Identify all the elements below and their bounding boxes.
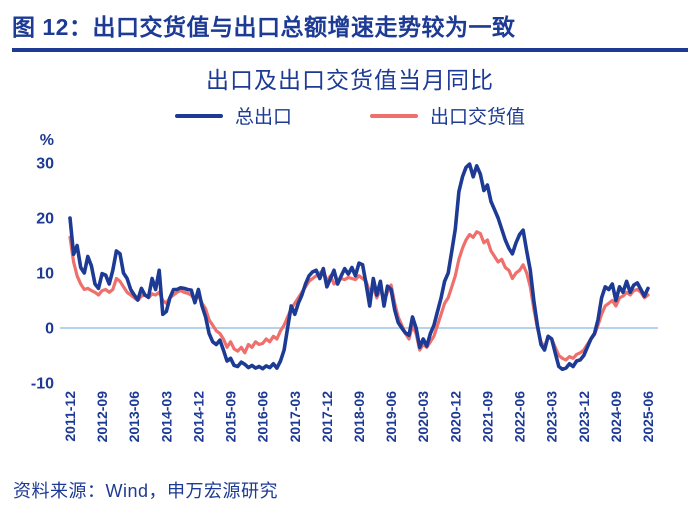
x-tick-label: 2017-03: [287, 391, 303, 443]
x-tick-label: 2021-09: [479, 391, 495, 443]
x-tick-label: 2014-12: [190, 391, 206, 443]
x-tick-label: 2017-12: [319, 391, 335, 443]
x-tick-label: 2011-12: [62, 391, 78, 442]
header-rule: [12, 48, 688, 52]
legend-label-export-delivery: 出口交货值: [430, 107, 526, 128]
figure-caption: 图 12：出口交货值与出口总额增速走势较为一致: [12, 14, 516, 40]
source-note: 资料来源：Wind，申万宏源研究: [13, 481, 279, 501]
chart-legend: 总出口 出口交货值: [0, 102, 700, 129]
x-tick-label: 2013-06: [126, 391, 142, 443]
legend-item-export-delivery: 出口交货值: [370, 102, 525, 129]
y-tick-label: 30: [36, 156, 54, 173]
legend-item-total-export: 总出口: [174, 102, 292, 129]
x-tick-label: 2023-12: [576, 391, 592, 443]
line-chart-svg: % 30 20 10 0 -10 2011-12 2012-09 2013-06 2014-03 2…: [31, 132, 658, 443]
series-path-0: [68, 162, 650, 372]
x-tick-label: 2012-09: [94, 391, 110, 443]
chart-title: 出口及出口交货值当月同比: [206, 67, 494, 93]
x-tick-label: 2014-03: [158, 391, 174, 443]
figure-header: 图 12：出口交货值与出口总额增速走势较为一致: [0, 0, 700, 52]
x-tick-label: 2020-03: [415, 391, 431, 443]
y-tick-label: 20: [36, 211, 54, 228]
x-tick-label: 2016-06: [255, 391, 271, 443]
x-tick-label: 2018-09: [351, 391, 367, 443]
y-tick-label: -10: [31, 376, 54, 393]
x-tick-label: 2024-09: [608, 391, 624, 443]
legend-label-total-export: 总出口: [234, 107, 292, 128]
y-tick-label: 0: [45, 321, 54, 338]
chart-plot-area: % 30 20 10 0 -10 2011-12 2012-09 2013-06 2014-03 2…: [0, 129, 700, 477]
x-tick-label: 2022-06: [512, 391, 528, 443]
y-tick-label: 10: [36, 266, 54, 283]
x-tick-label: 2015-09: [223, 391, 239, 443]
x-tick-label: 2019-06: [383, 391, 399, 443]
x-tick-label: 2020-12: [447, 391, 463, 443]
x-tick-label: 2025-06: [640, 391, 656, 443]
y-axis-unit-label: %: [40, 132, 54, 149]
series-path-1: [68, 230, 650, 362]
legend-line-swatch-blue: [174, 113, 223, 118]
legend-line-swatch-red: [370, 113, 418, 118]
x-tick-label: 2023-03: [544, 391, 560, 443]
